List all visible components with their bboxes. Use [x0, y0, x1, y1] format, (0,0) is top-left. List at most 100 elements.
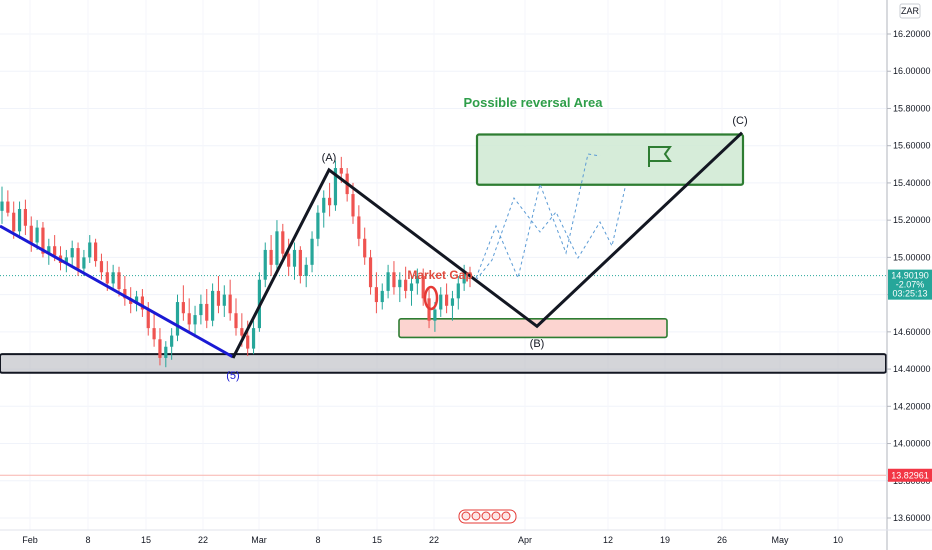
candle [439, 287, 443, 317]
candle [175, 294, 180, 342]
candle [199, 294, 203, 325]
candle [269, 235, 273, 276]
candle [193, 305, 197, 338]
svg-text:03:25:13: 03:25:13 [892, 289, 927, 299]
candle [310, 231, 314, 273]
x-tick-label: 12 [603, 535, 613, 545]
marked-level-badge: 13.82961 [888, 468, 932, 482]
candle [0, 186, 4, 224]
candle [111, 264, 115, 291]
candle [415, 268, 419, 295]
candle [64, 249, 68, 273]
candle [152, 313, 156, 347]
candle [386, 264, 390, 299]
candle [450, 290, 455, 321]
candle [445, 283, 449, 314]
candle [462, 264, 466, 291]
wave-B-label: (B) [530, 338, 545, 350]
candle [357, 205, 361, 247]
candle [35, 220, 39, 250]
candle [275, 220, 279, 273]
y-tick-label: 15.80000 [893, 103, 931, 113]
candle [23, 199, 27, 236]
blue-trendline[interactable] [0, 224, 234, 359]
candle [99, 253, 104, 280]
x-tick-label: 26 [717, 535, 727, 545]
candle [205, 289, 209, 329]
candle [374, 272, 378, 314]
projection-paths [475, 153, 626, 281]
candle [234, 298, 238, 336]
gap-circle [423, 285, 439, 311]
candle [363, 227, 367, 265]
candle [29, 216, 33, 252]
wave-abc-line[interactable] [231, 131, 744, 359]
candle [398, 272, 402, 303]
candle [298, 246, 302, 284]
candle [421, 268, 425, 306]
x-tick-label: Mar [251, 535, 267, 545]
candle [251, 320, 256, 355]
candle [316, 205, 320, 247]
x-tick-label: 15 [141, 535, 151, 545]
candle [216, 276, 221, 314]
event-markers[interactable] [458, 509, 517, 524]
candlesticks [0, 156, 472, 368]
x-tick-label: 15 [372, 535, 382, 545]
time-axis: Feb 8 15 22 Mar 8 15 22 Apr 12 19 26 May 10 [22, 535, 843, 545]
candle [222, 285, 226, 317]
wave-5-label: (5) [226, 370, 239, 382]
x-tick-label: 10 [833, 535, 843, 545]
flag-icon [648, 146, 672, 167]
wave-A-label: (A) [322, 152, 337, 164]
candle [281, 223, 285, 262]
candle [187, 298, 191, 332]
x-tick-label: 22 [429, 535, 439, 545]
market-gap-zone[interactable] [398, 318, 668, 339]
candle [409, 276, 414, 306]
candle [368, 249, 373, 295]
y-tick-label: 14.00000 [893, 439, 931, 449]
x-tick-label: 8 [85, 535, 90, 545]
y-tick-label: 13.60000 [893, 513, 931, 523]
y-tick-label: 15.40000 [893, 178, 931, 188]
candle [304, 257, 308, 288]
svg-text:14.90190: 14.90190 [891, 271, 929, 281]
y-tick-label: 16.00000 [893, 66, 931, 76]
candle [404, 266, 408, 299]
x-tick-label: 8 [315, 535, 320, 545]
x-tick-label: May [771, 535, 789, 545]
last-price-badge: 14.90190 -2.07% 03:25:13 [888, 269, 932, 300]
y-tick-label: 14.20000 [893, 401, 931, 411]
candle [328, 182, 332, 217]
reversal-area-label: Possible reversal Area [464, 95, 604, 110]
candle [6, 190, 10, 217]
candle [322, 190, 326, 228]
candle [333, 160, 338, 211]
candle [287, 238, 291, 276]
candle [17, 201, 22, 239]
candle [392, 261, 396, 295]
candle [170, 328, 174, 360]
candle [380, 283, 384, 310]
support-zone[interactable] [0, 353, 887, 374]
candle [94, 238, 98, 267]
wave-C-label: (C) [732, 115, 747, 127]
currency-badge[interactable] [899, 3, 921, 19]
grid-lines [0, 0, 886, 530]
candle [123, 276, 127, 306]
y-tick-label: 14.40000 [893, 364, 931, 374]
candle [158, 328, 162, 366]
candle [292, 242, 297, 280]
svg-text:-2.07%: -2.07% [896, 280, 925, 290]
candle [164, 341, 168, 368]
svg-text:13.82961: 13.82961 [891, 470, 929, 480]
candle [228, 279, 232, 321]
reversal-zone[interactable] [475, 133, 745, 186]
candle [211, 283, 215, 327]
candle [70, 240, 74, 267]
x-tick-label: Apr [518, 535, 532, 545]
y-tick-label: 14.60000 [893, 327, 931, 337]
x-tick-label: Feb [22, 535, 38, 545]
